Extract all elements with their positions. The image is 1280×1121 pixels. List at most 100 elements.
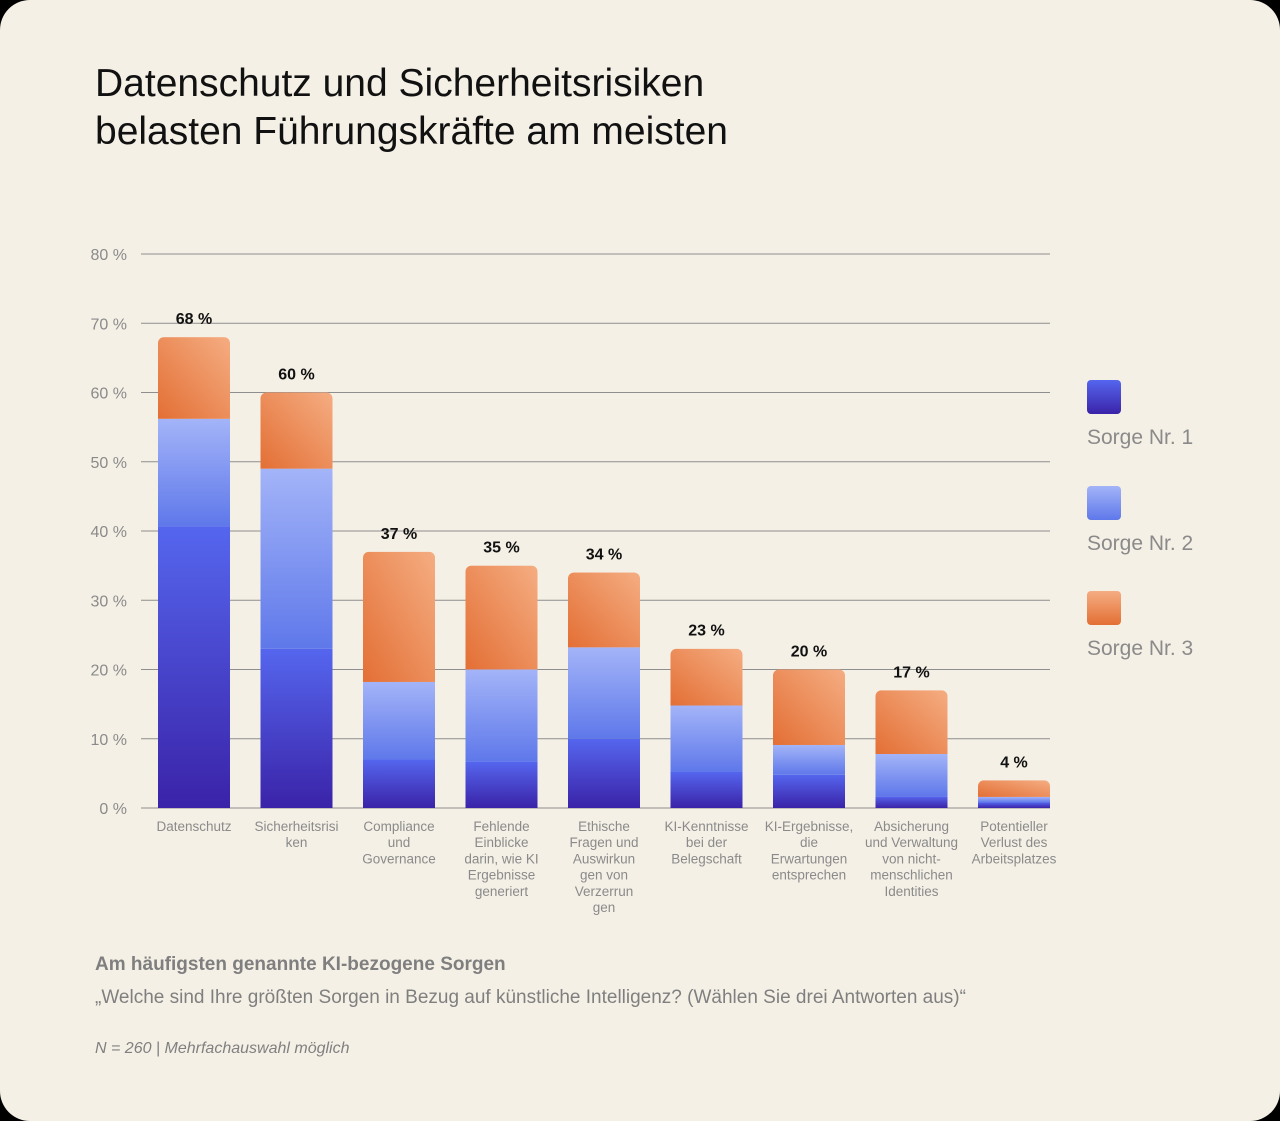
x-category-label-line: und Verwaltung: [865, 835, 958, 850]
x-category-label-line: die: [800, 835, 818, 850]
total-label: 34 %: [586, 547, 622, 564]
x-category-label: Compliance und Governance: [362, 819, 436, 866]
sample-note: N = 260 | Mehrfachauswahl möglich: [95, 1040, 350, 1057]
x-category-label-line: bei der: [686, 835, 728, 850]
total-label: 37 %: [381, 526, 417, 543]
x-category-label-line: Belegschaft: [671, 851, 742, 866]
x-category-label-line: und: [388, 835, 411, 850]
legend-item-sorge-3: Sorge Nr. 3: [1087, 591, 1267, 697]
legend-label-sorge-2: Sorge Nr. 2: [1087, 531, 1194, 555]
chart-title-line-2: belasten Führungskräfte am meisten: [95, 110, 728, 153]
y-axis-ticks: 0 % 10 % 20 % 30 % 40 % 50 % 60 % 70 % 80 %: [91, 247, 127, 818]
survey-question: „Welche sind Ihre größten Sorgen in Bezu…: [95, 987, 966, 1008]
bar-segment-sorge-1: [773, 774, 845, 808]
x-category-label-line: darin, wie KI: [464, 851, 538, 866]
bar-segment-sorge-1: [363, 759, 435, 808]
legend-item-sorge-1: Sorge Nr. 1: [1087, 380, 1267, 486]
bar-segment-sorge-1: [670, 771, 743, 808]
bar-segment-sorge-1: [875, 796, 948, 808]
bar-segment-sorge-3: [465, 565, 538, 670]
x-category-label: Sicherheitsrisi ken: [254, 819, 338, 850]
bar-stack: [773, 669, 845, 808]
x-category-label-line: Ethische: [578, 819, 630, 834]
x-category-label-line: Verlust des: [981, 835, 1048, 850]
x-category-label-line: gen: [593, 900, 616, 915]
x-category-label-line: Verzerrun: [575, 884, 634, 899]
x-category-label: Potentieller Verlust des Arbeitsplatzes: [972, 819, 1057, 866]
y-tick-label: 50 %: [91, 455, 127, 472]
x-category-label: Absicherung und Verwaltung von nicht-mensc…: [865, 819, 958, 899]
bar-stack: [363, 551, 435, 808]
bar-segment-sorge-3: [773, 669, 845, 745]
x-category-label-line: Fehlende: [473, 819, 529, 834]
legend-label-sorge-3: Sorge Nr. 3: [1087, 637, 1194, 660]
x-category-label-line: gen von: [580, 868, 628, 883]
bar-segment-sorge-3: [363, 551, 435, 682]
bar-segment-sorge-3: [670, 648, 743, 706]
x-category-label-line: KI-Ergebnisse,: [765, 819, 854, 834]
chart-title-line-1: Datenschutz und Sicherheitsrisiken: [95, 62, 705, 105]
x-category-label: KI-Kenntnisse bei der Belegschaft: [664, 819, 748, 866]
bar-segment-sorge-2: [773, 744, 845, 775]
y-tick-label: 20 %: [91, 663, 127, 680]
x-category-label-line: Compliance: [363, 819, 434, 834]
total-label: 4 %: [1000, 754, 1028, 771]
bar-segment-sorge-1: [260, 648, 333, 808]
bar-segment-sorge-2: [465, 669, 538, 762]
bar-segment-sorge-1: [158, 526, 230, 808]
x-category-label-line: Identities: [884, 884, 938, 899]
y-tick-label: 40 %: [91, 524, 127, 541]
x-category-label-line: menschlichen: [870, 868, 953, 883]
bar-segment-sorge-3: [158, 337, 230, 419]
total-label: 60 %: [278, 367, 314, 384]
y-tick-label: 10 %: [91, 732, 127, 749]
x-category-label-line: Potentieller: [980, 819, 1048, 834]
y-tick-label: 0 %: [99, 801, 127, 818]
y-tick-label: 60 %: [91, 386, 127, 403]
x-category-label: Ethische Fragen und Auswirkun gen von Verzer…: [569, 819, 638, 915]
bar-segment-sorge-3: [978, 780, 1050, 797]
legend-label-sorge-1: Sorge Nr. 1: [1087, 426, 1194, 449]
chart-title: Datenschutz und Sicherheitsrisiken belas…: [95, 60, 995, 156]
bar-stack: [568, 572, 640, 808]
y-tick-label: 70 %: [91, 316, 127, 333]
total-label: 17 %: [893, 664, 929, 681]
bar-segment-sorge-3: [568, 572, 640, 648]
x-category-label-line: von nicht-: [882, 851, 941, 866]
bar-segment-sorge-1: [465, 761, 538, 808]
legend-swatch-sorge-3: [1087, 591, 1121, 625]
x-category-label-line: Auswirkun: [573, 851, 635, 866]
x-category-label-line: Datenschutz: [156, 819, 231, 834]
bar-segment-sorge-2: [568, 647, 640, 739]
x-category-label-line: Ergebnisse: [468, 868, 536, 883]
bar-stack: [158, 337, 230, 808]
bar-segment-sorge-3: [260, 392, 333, 469]
x-category-label-line: Sicherheitsrisi: [254, 819, 338, 834]
legend: Sorge Nr. 1 Sorge Nr. 2 Sorge Nr. 3: [1087, 380, 1267, 697]
chart-subtitle: Am häufigsten genannte KI-bezogene Sorge…: [95, 954, 506, 975]
legend-swatch-sorge-1: [1087, 380, 1121, 414]
bars: [158, 337, 1050, 808]
total-label: 68 %: [176, 311, 212, 328]
bar-stack: [465, 565, 538, 808]
x-category-label-line: Arbeitsplatzes: [972, 851, 1057, 866]
y-tick-label: 30 %: [91, 593, 127, 610]
bar-stack: [875, 690, 948, 808]
bar-segment-sorge-2: [260, 468, 333, 649]
x-category-label-line: generiert: [475, 884, 529, 899]
x-category-label-line: KI-Kenntnisse: [664, 819, 748, 834]
x-category-label: Fehlende Einblicke darin, wie KI Ergebnisse…: [464, 819, 538, 899]
bar-segment-sorge-3: [875, 690, 948, 754]
legend-swatch-sorge-2: [1087, 485, 1121, 520]
y-tick-label: 80 %: [91, 247, 127, 264]
legend-item-sorge-2: Sorge Nr. 2: [1087, 485, 1267, 592]
x-category-label-line: ken: [286, 835, 308, 850]
bar-segment-sorge-2: [158, 418, 230, 527]
x-category-label-line: Einblicke: [474, 835, 528, 850]
bar-segment-sorge-1: [978, 802, 1050, 808]
bar-segment-sorge-1: [568, 738, 640, 808]
bar-segment-sorge-2: [875, 753, 948, 797]
x-category-label-line: Absicherung: [874, 819, 949, 834]
bar-segment-sorge-2: [978, 796, 1050, 803]
